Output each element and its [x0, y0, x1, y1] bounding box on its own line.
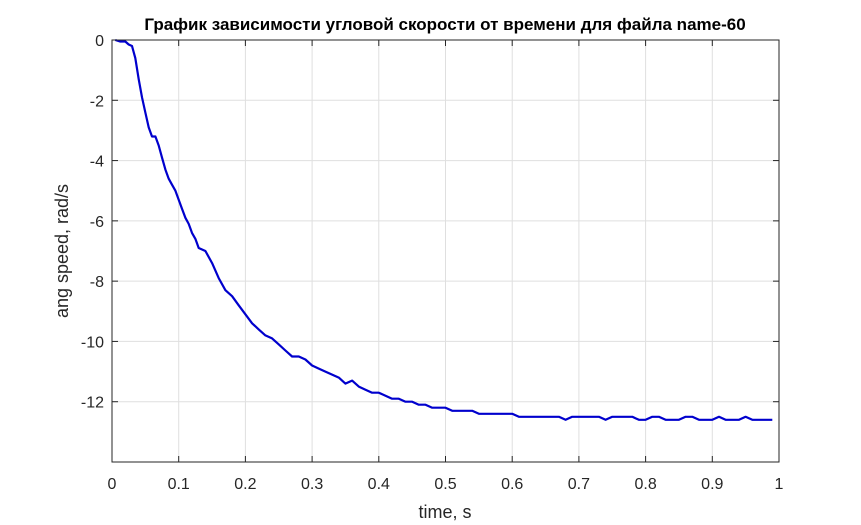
x-tick-label: 0.6	[501, 476, 523, 493]
x-tick-label: 0.2	[234, 476, 256, 493]
y-tick-label: -8	[90, 274, 104, 291]
y-tick-label: -2	[90, 93, 104, 110]
x-tick-label: 0.9	[701, 476, 723, 493]
x-axis-label: time, s	[418, 502, 471, 522]
x-tick-label: 0	[108, 476, 117, 493]
x-tick-label: 0.3	[301, 476, 323, 493]
x-tick-label: 0.8	[634, 476, 656, 493]
y-tick-label: -6	[90, 214, 104, 231]
y-tick-label: -10	[81, 334, 104, 351]
chart-title: График зависимости угловой скорости от в…	[144, 15, 745, 34]
x-tick-label: 0.1	[168, 476, 190, 493]
x-tick-label: 0.4	[368, 476, 390, 493]
x-axis-ticks: 0 0.1 0.2 0.3 0.4 0.5 0.6 0.7 0.8 0.9 1	[108, 40, 784, 493]
series-line	[114, 38, 773, 421]
x-tick-label: 1	[775, 476, 784, 493]
x-tick-label: 0.5	[434, 476, 456, 493]
x-tick-label: 0.7	[568, 476, 590, 493]
y-tick-label: 0	[95, 33, 104, 50]
y-tick-label: -4	[90, 154, 104, 171]
y-axis-label: ang speed, rad/s	[52, 184, 72, 318]
y-axis-ticks: 0 -2 -4 -6 -8 -10 -12	[81, 33, 779, 412]
y-tick-label: -12	[81, 395, 104, 412]
